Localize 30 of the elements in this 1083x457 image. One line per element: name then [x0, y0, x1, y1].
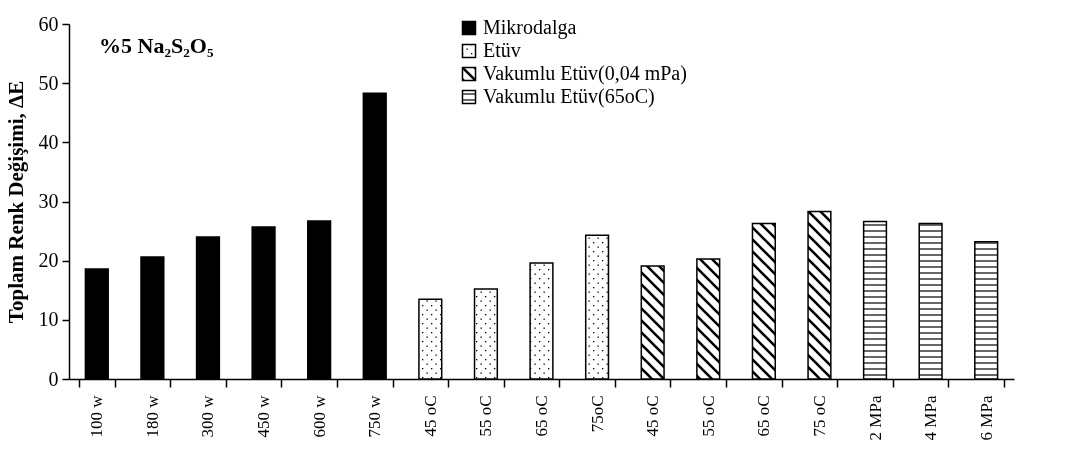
y-tick-label: 30	[38, 190, 59, 212]
x-tick-label: 300 w	[198, 394, 218, 438]
y-tick-label: 40	[38, 130, 59, 153]
x-tick-label: 4 MPa	[921, 395, 941, 441]
x-tick-label: 6 MPa	[976, 395, 996, 441]
x-tick-label: 600 w	[309, 394, 329, 438]
legend-label: Mikrodalga	[483, 16, 577, 39]
y-tick-label: 20	[38, 249, 59, 272]
x-tick-label: 180 w	[142, 394, 162, 438]
x-tick-label: 65 oC	[754, 395, 774, 437]
x-tick-label: 75 oC	[809, 395, 829, 437]
x-tick-label: 65 oC	[532, 395, 551, 437]
chart-title: %5 Na₂S₂O₅	[99, 33, 214, 58]
x-tick-label: 450 w	[254, 394, 274, 438]
y-tick-label: 60	[38, 12, 59, 35]
x-tick-label: 2 MPa	[865, 395, 885, 441]
x-tick-label: 75oC	[587, 395, 607, 433]
x-tick-label: 750 w	[365, 394, 385, 438]
y-tick-label: 10	[38, 308, 59, 331]
x-tick-label: 100 w	[87, 394, 107, 438]
y-axis-title: Toplam Renk Değişimi, ΔE	[3, 80, 28, 324]
x-tick-label: 45 oC	[420, 395, 440, 437]
legend-label: Vakumlu Etüv(0,04 mPa)	[483, 62, 687, 85]
legend-label: Vakumlu Etüv(65oC)	[483, 85, 655, 108]
legend-label: Etüv	[483, 39, 521, 61]
x-tick-label: 55 oC	[698, 395, 718, 437]
y-tick-label: 50	[38, 71, 59, 94]
y-tick-label: 0	[48, 367, 59, 390]
x-tick-label: 45 oC	[643, 395, 663, 437]
x-tick-label: 55 oC	[476, 395, 496, 437]
